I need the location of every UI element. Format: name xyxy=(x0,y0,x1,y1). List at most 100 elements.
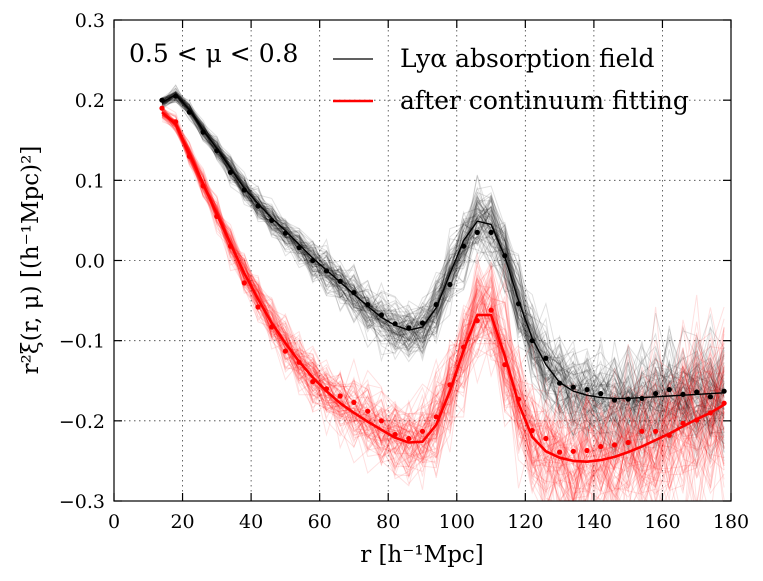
realization-line xyxy=(161,114,725,461)
mean-point xyxy=(310,379,316,385)
mean-point xyxy=(694,417,700,423)
realization-line xyxy=(161,113,725,501)
realization-line xyxy=(161,114,725,501)
realization-line xyxy=(161,110,725,501)
mean-point xyxy=(570,448,576,454)
mu-range-annotation: 0.5 < μ < 0.8 xyxy=(129,39,298,68)
y-tick-label: −0.3 xyxy=(59,491,105,513)
mean-point xyxy=(694,389,700,395)
realization-line xyxy=(161,94,725,438)
mean-point xyxy=(323,386,330,392)
y-tick-label: 0.2 xyxy=(75,90,105,112)
realization-line xyxy=(161,95,725,463)
x-tick-label: 180 xyxy=(713,511,749,533)
realization-line xyxy=(161,107,725,501)
realization-line xyxy=(161,99,725,457)
realization-line xyxy=(161,107,725,501)
mean-point xyxy=(680,391,686,397)
realization-line xyxy=(161,98,725,469)
realization-line xyxy=(161,112,725,501)
mean-point xyxy=(474,229,480,235)
realization-line xyxy=(161,107,725,501)
realization-line xyxy=(161,107,725,490)
realization-line xyxy=(161,111,725,471)
mean-point xyxy=(639,395,645,401)
x-tick-label: 160 xyxy=(644,511,680,533)
realization-line xyxy=(161,97,725,405)
mean-point xyxy=(200,183,206,189)
mean-point xyxy=(214,213,220,219)
mean-point xyxy=(337,278,343,284)
realization-line xyxy=(161,84,725,435)
mean-point xyxy=(241,280,247,286)
mean-point xyxy=(378,418,384,424)
mean-point xyxy=(159,97,165,103)
mean-point xyxy=(419,428,426,434)
realization-line xyxy=(161,98,725,434)
x-tick-label: 0 xyxy=(108,511,120,533)
x-axis-label: r [h⁻¹Mpc] xyxy=(360,542,484,568)
realization-line xyxy=(161,115,725,501)
realization-line xyxy=(161,111,725,470)
mean-point xyxy=(529,427,535,434)
realization-line xyxy=(161,116,725,501)
realization-line xyxy=(161,101,725,459)
realization-line xyxy=(161,114,725,500)
mean-point xyxy=(666,387,672,393)
realization-line xyxy=(161,90,725,448)
mean-point xyxy=(721,388,727,394)
mean-point xyxy=(653,428,659,434)
mean-point xyxy=(159,105,165,111)
mean-point xyxy=(378,312,384,318)
mean-point xyxy=(241,187,247,193)
realization-line xyxy=(161,94,725,455)
realization-line xyxy=(161,115,725,490)
mean-point xyxy=(227,169,234,175)
realization-line xyxy=(161,111,725,501)
realization-line xyxy=(161,98,725,440)
legend-label-continuum: after continuum fitting xyxy=(400,86,689,115)
x-tick-label: 20 xyxy=(170,511,194,533)
realization-line xyxy=(161,93,725,437)
realization-line xyxy=(161,115,725,501)
realization-line xyxy=(161,116,725,501)
mean-point xyxy=(406,435,412,442)
mean-point xyxy=(433,302,439,308)
x-tick-label: 80 xyxy=(376,511,400,533)
mean-point xyxy=(653,391,659,397)
mean-point xyxy=(707,410,714,416)
mean-point xyxy=(584,387,590,393)
realization-line xyxy=(161,109,725,494)
y-tick-label: 0.1 xyxy=(75,170,105,192)
mean-point xyxy=(227,243,234,249)
mean-point xyxy=(282,348,288,354)
realization-line xyxy=(161,109,725,487)
realization-line xyxy=(161,94,725,430)
x-tick-label: 100 xyxy=(439,511,475,533)
mean-point xyxy=(474,318,480,324)
realization-line xyxy=(161,94,725,416)
realization-line xyxy=(161,99,725,448)
mean-point xyxy=(543,355,549,361)
realization-line xyxy=(161,92,725,434)
realization-line xyxy=(161,107,725,501)
realization-line xyxy=(161,93,725,453)
realization-line xyxy=(161,104,725,501)
y-tick-label: −0.1 xyxy=(59,331,105,353)
realization-line xyxy=(161,92,725,446)
realization-line xyxy=(161,91,725,437)
mean-point xyxy=(365,408,371,414)
y-tick-label: 0.3 xyxy=(75,10,105,32)
realization-line xyxy=(161,93,725,424)
realization-line xyxy=(161,101,725,416)
realization-line xyxy=(161,115,725,501)
realization-line xyxy=(161,98,725,466)
mean-point xyxy=(200,129,206,135)
axis-ticks: 0 20 40 60 80 100 120 140 160 180 −0.3 −0.2 −0.1 0.0 0… xyxy=(59,10,749,533)
realization-line xyxy=(161,105,725,475)
mean-point xyxy=(433,414,439,420)
realization-line xyxy=(161,115,725,501)
y-axis-label: r²ξ(r, μ) [(h⁻¹Mpc)²] xyxy=(18,146,44,375)
realization-line xyxy=(161,99,725,431)
